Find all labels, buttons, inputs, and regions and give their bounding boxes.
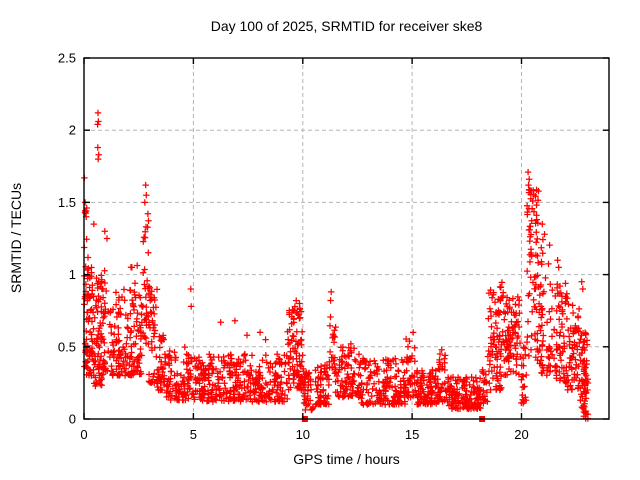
svg-text:0: 0 [80,427,87,442]
tick-labels: 0 5 10 15 20 0 0.5 1 1.5 2 2.5 [58,51,529,443]
x-axis-label: GPS time / hours [293,451,400,467]
plot-frame [83,57,610,420]
svg-text:5: 5 [190,427,197,442]
svg-text:2: 2 [69,123,76,138]
y-axis-label: SRMTID / TECUs [8,182,24,294]
svg-text:1: 1 [69,267,76,282]
chart-title: Day 100 of 2025, SRMTID for receiver ske… [210,18,483,34]
svg-text:2.5: 2.5 [58,51,76,66]
svg-text:10: 10 [296,427,310,442]
svg-text:20: 20 [514,427,528,442]
svg-text:0.5: 0.5 [58,339,76,354]
svg-text:15: 15 [405,427,419,442]
axis-ticks [83,57,609,420]
data-points [81,109,592,422]
svg-text:0: 0 [69,412,76,427]
svg-text:1.5: 1.5 [58,195,76,210]
